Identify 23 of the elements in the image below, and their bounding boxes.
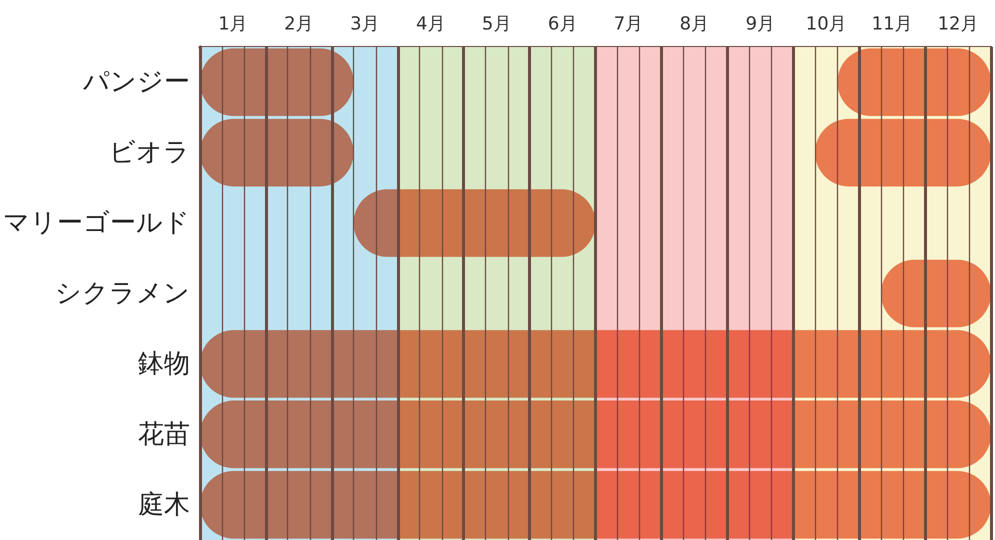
bar xyxy=(200,470,991,539)
y-tick-label: シクラメン xyxy=(55,278,190,308)
x-tick-label: 9月 xyxy=(746,14,776,34)
y-tick-label: ビオラ xyxy=(109,138,190,168)
x-tick-label: 8月 xyxy=(680,14,710,34)
x-tick-label: 6月 xyxy=(548,14,578,34)
y-tick-label: 庭木 xyxy=(138,490,190,520)
x-tick-label: 3月 xyxy=(350,14,380,34)
x-tick-label: 12月 xyxy=(938,14,978,34)
y-tick-label: 鉢物 xyxy=(138,348,190,379)
x-tick-label: 4月 xyxy=(416,14,446,34)
y-tick-label: マリーゴールド xyxy=(3,208,190,238)
x-tick-label: 10月 xyxy=(806,14,847,34)
x-tick-label: 2月 xyxy=(284,14,314,34)
x-tick-label: 11月 xyxy=(872,14,913,34)
bar xyxy=(354,189,596,257)
y-tick-label: 花苗 xyxy=(138,419,190,450)
x-tick-label: 7月 xyxy=(614,14,644,34)
x-tick-label: 5月 xyxy=(482,14,512,34)
bar xyxy=(200,330,991,398)
bar xyxy=(200,400,991,468)
x-tick-label: 1月 xyxy=(218,14,248,34)
y-tick-label: パンジー xyxy=(82,67,190,98)
